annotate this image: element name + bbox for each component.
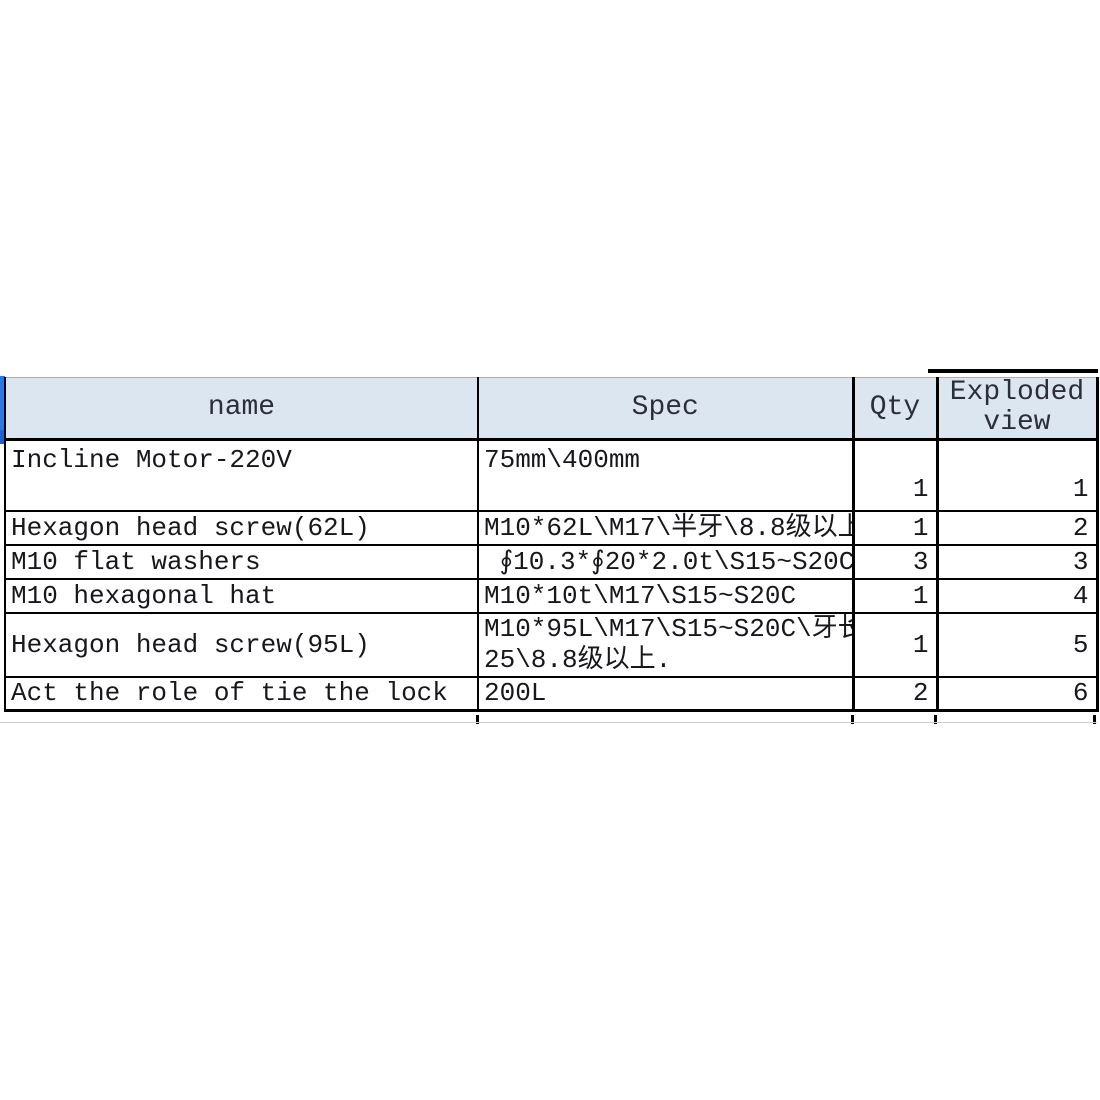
header-row: name Spec Qty Exploded view [4,377,1099,441]
col-header-name[interactable]: name [4,377,479,441]
cell-exploded-view[interactable]: 5 [935,612,1099,678]
table-row: Hexagon head screw(62L) M10*62L\M17\半牙\8… [4,510,1099,546]
table-row: Hexagon head screw(95L) M10*95L\M17\S15~… [4,612,1099,678]
cell-part-name[interactable]: Incline Motor-220V [4,438,479,512]
table-row: M10 hexagonal hat M10*10t\M17\S15~S20C 1… [4,578,1099,614]
table-body: Incline Motor-220V 75mm\400mm 1 1 Hexago… [4,438,1099,712]
cell-spec[interactable]: ∮10.3*∮20*2.0t\S15~S20C [477,544,854,580]
top-border-stub [928,369,1098,373]
col-header-spec[interactable]: Spec [477,377,854,441]
col-header-exploded-view[interactable]: Exploded view [935,377,1099,441]
cell-qty[interactable]: 1 [851,612,938,678]
table-header: name Spec Qty Exploded view [4,377,1099,441]
table-row: Incline Motor-220V 75mm\400mm 1 1 [4,438,1099,512]
cell-spec[interactable]: M10*10t\M17\S15~S20C [477,578,854,614]
cell-spec[interactable]: 200L [477,676,854,712]
cell-qty[interactable]: 1 [851,510,938,546]
bottom-border-stub [851,715,854,724]
bottom-border-stub [476,715,479,724]
bottom-border-stub [1093,715,1096,724]
cell-part-name[interactable]: M10 flat washers [4,544,479,580]
cell-qty[interactable]: 1 [851,438,938,512]
col-header-qty[interactable]: Qty [851,377,938,441]
cell-exploded-view[interactable]: 3 [935,544,1099,580]
table-row: M10 flat washers ∮10.3*∮20*2.0t\S15~S20C… [4,544,1099,580]
bottom-border-stub [934,715,937,724]
cell-spec[interactable]: M10*95L\M17\S15~S20C\牙长 25\8.8级以上. [477,612,854,678]
cell-exploded-view[interactable]: 4 [935,578,1099,614]
cell-spec[interactable]: M10*62L\M17\半牙\8.8级以上. [477,510,854,546]
cell-part-name[interactable]: M10 hexagonal hat [4,578,479,614]
cell-qty[interactable]: 3 [851,544,938,580]
cell-qty[interactable]: 1 [851,578,938,614]
cell-part-name[interactable]: Act the role of tie the lock [4,676,479,712]
row-selection-bar [0,376,5,434]
parts-table: name Spec Qty Exploded view Incline Moto… [4,377,1099,712]
cell-exploded-view[interactable]: 2 [935,510,1099,546]
table-row: Act the role of tie the lock 200L 2 6 [4,676,1099,712]
cell-part-name[interactable]: Hexagon head screw(95L) [4,612,479,678]
cell-spec[interactable]: 75mm\400mm [477,438,854,512]
scan-artifact-line [0,722,1097,723]
cell-exploded-view[interactable]: 1 [935,438,1099,512]
cell-part-name[interactable]: Hexagon head screw(62L) [4,510,479,546]
cell-qty[interactable]: 2 [851,676,938,712]
cell-exploded-view[interactable]: 6 [935,676,1099,712]
